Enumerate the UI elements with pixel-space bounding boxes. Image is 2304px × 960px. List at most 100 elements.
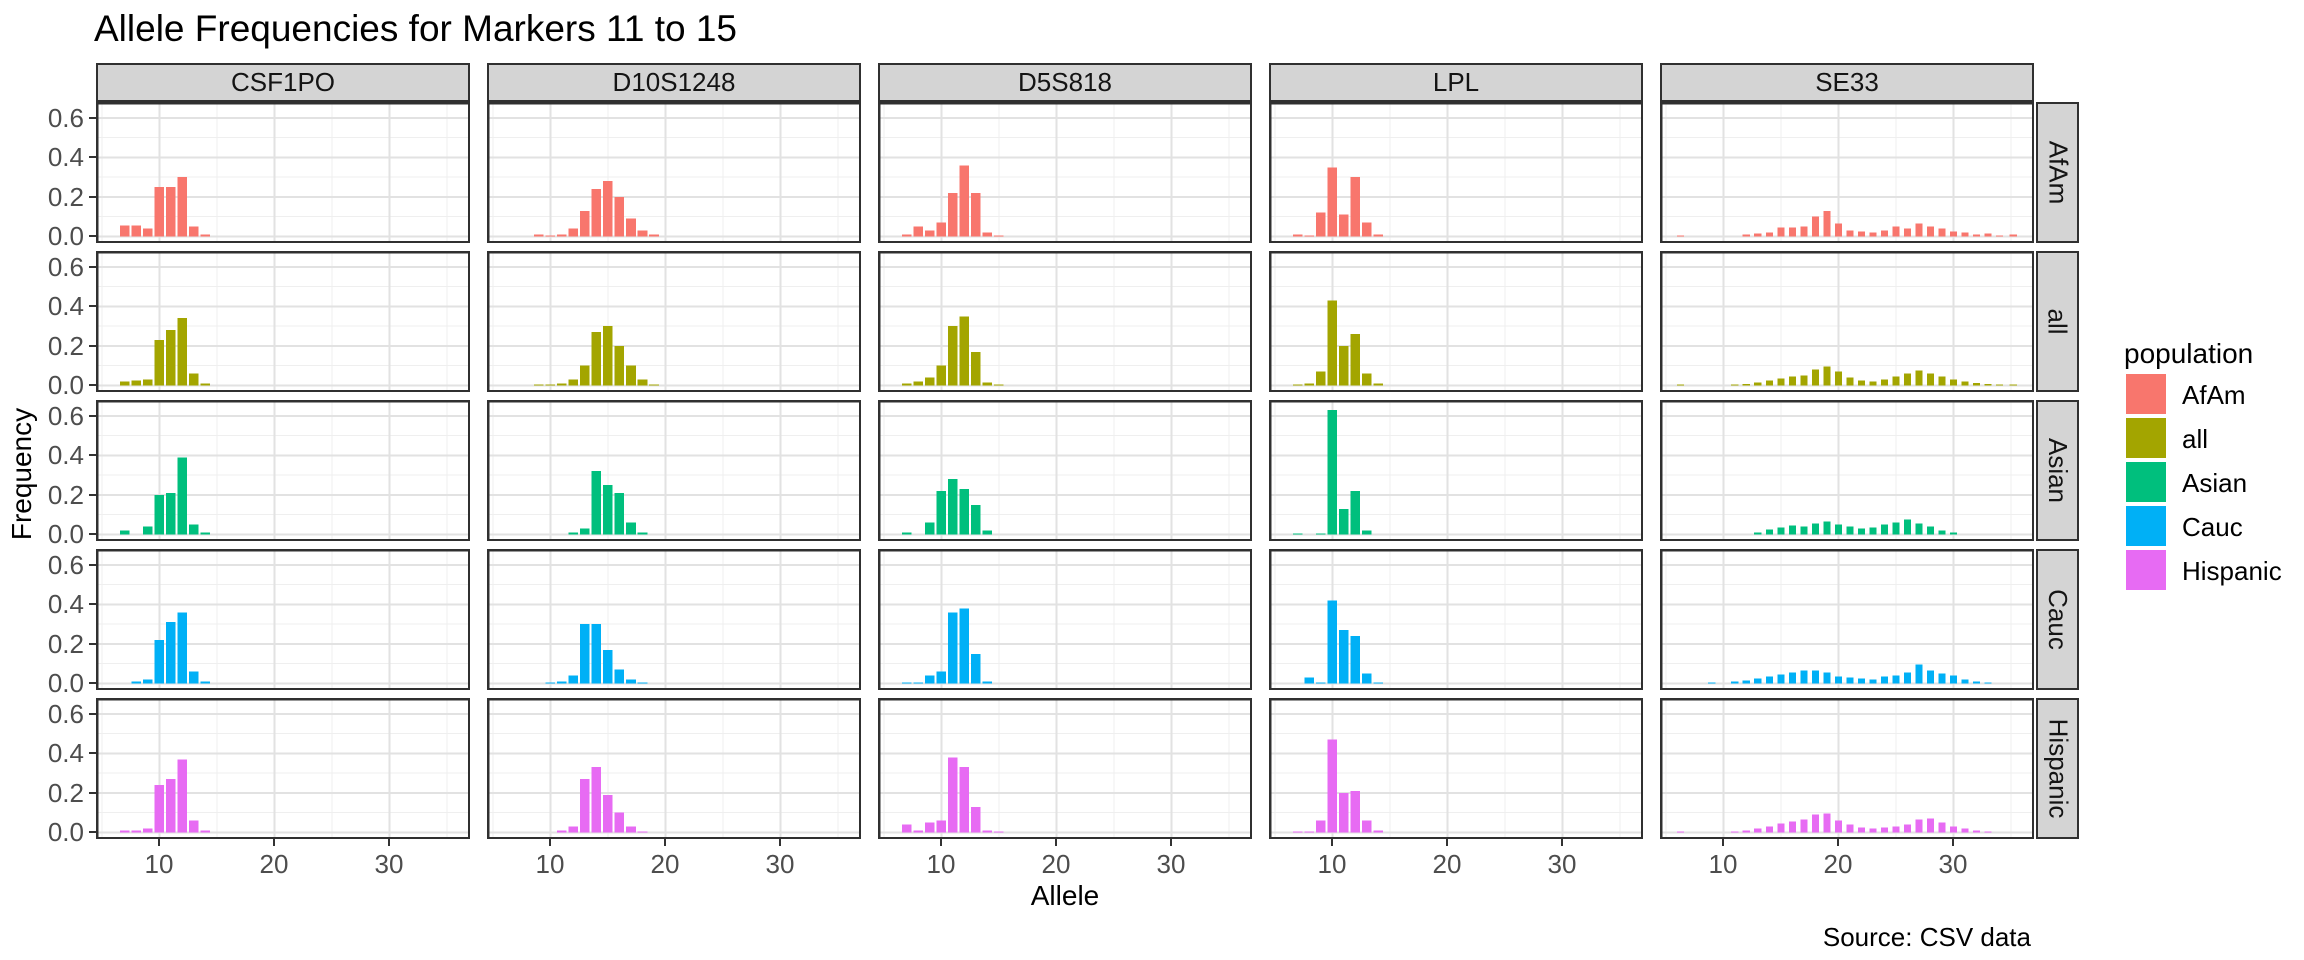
- frequency-bar: [1327, 300, 1338, 386]
- frequency-bar: [1915, 664, 1923, 684]
- frequency-bar: [1915, 223, 1923, 237]
- frequency-bar: [1338, 630, 1349, 684]
- frequency-bar: [913, 226, 924, 237]
- frequency-bar: [1880, 230, 1888, 237]
- frequency-bar: [1903, 519, 1911, 535]
- frequency-bar: [1350, 491, 1361, 535]
- frequency-bar: [545, 682, 556, 684]
- frequency-bar: [1788, 672, 1796, 684]
- frequency-bar: [614, 492, 625, 535]
- frequency-bar: [602, 794, 613, 833]
- frequency-bar: [1903, 228, 1911, 237]
- frequency-bar: [1857, 231, 1865, 237]
- frequency-bar: [1788, 227, 1796, 237]
- frequency-bar: [1949, 231, 1957, 237]
- frequency-bar: [591, 471, 602, 535]
- panel-border: [1269, 102, 1643, 243]
- frequency-bar: [142, 828, 153, 833]
- frequency-bar: [1949, 532, 1957, 535]
- frequency-bar: [1834, 223, 1842, 237]
- frequency-bar: [1938, 822, 1946, 833]
- frequency-bar: [1846, 377, 1854, 386]
- frequency-bar: [924, 522, 935, 535]
- frequency-bar: [1938, 530, 1946, 535]
- frequency-bar: [1304, 677, 1315, 684]
- panel-border: [1269, 698, 1643, 839]
- frequency-bar: [1742, 680, 1750, 684]
- panel-border: [96, 698, 470, 839]
- frequency-bar: [165, 622, 176, 684]
- frequency-bar: [154, 340, 165, 386]
- y-tick-label: 0.4: [47, 738, 84, 768]
- frequency-bar: [1903, 824, 1911, 833]
- frequency-bar: [1800, 819, 1808, 833]
- frequency-bar: [556, 234, 567, 237]
- frequency-bar: [1915, 819, 1923, 833]
- legend-label-hispanic: Hispanic: [2182, 556, 2282, 586]
- frequency-bar: [1350, 334, 1361, 386]
- frequency-bar: [637, 379, 648, 386]
- x-tick-mark: [1331, 839, 1333, 846]
- y-tick-label: 0.2: [47, 778, 84, 808]
- frequency-bar: [1892, 675, 1900, 684]
- panel-border: [878, 400, 1252, 541]
- frequency-bar: [901, 234, 912, 237]
- panel-border: [1660, 549, 2034, 690]
- frequency-bar: [1292, 234, 1303, 237]
- frequency-bar: [1754, 678, 1762, 684]
- y-tick-label: 0.0: [47, 370, 84, 400]
- frequency-bar: [637, 230, 648, 237]
- facet-panel-lpl-asian: [1269, 400, 1643, 541]
- frequency-bar: [936, 671, 947, 684]
- frequency-bar: [1800, 226, 1808, 237]
- y-tick-mark: [89, 533, 96, 535]
- frequency-bar: [1869, 828, 1877, 833]
- frequency-bar: [579, 528, 590, 535]
- frequency-bar: [1834, 524, 1842, 535]
- frequency-bar: [556, 681, 567, 684]
- frequency-bar: [1972, 830, 1980, 833]
- frequency-bar: [1361, 673, 1372, 684]
- x-tick-label: 30: [765, 849, 795, 879]
- x-tick-mark: [1837, 839, 1839, 846]
- frequency-bar: [901, 532, 912, 535]
- frequency-bar: [142, 228, 153, 237]
- panel-border: [96, 549, 470, 690]
- frequency-bar: [1926, 226, 1934, 237]
- frequency-bar: [936, 365, 947, 386]
- frequency-bar: [200, 681, 211, 684]
- frequency-bar: [579, 624, 590, 684]
- frequency-bar: [614, 669, 625, 684]
- frequency-bar: [913, 682, 924, 684]
- frequency-bar: [1984, 233, 1992, 237]
- frequency-bar: [533, 384, 544, 386]
- panel-border: [1269, 400, 1643, 541]
- frequency-bar: [1327, 167, 1338, 237]
- panel-border: [878, 102, 1252, 243]
- frequency-bar: [1327, 409, 1338, 535]
- frequency-bar: [1892, 226, 1900, 237]
- facet-row-strip-all: all: [2036, 251, 2079, 392]
- y-tick-label: 0.6: [47, 252, 84, 282]
- legend-key-asian: [2126, 462, 2166, 502]
- frequency-bar: [131, 225, 142, 237]
- panel-border: [487, 400, 861, 541]
- facet-column-strip-lpl: LPL: [1269, 63, 1643, 102]
- frequency-bar: [993, 831, 1004, 833]
- frequency-bar: [626, 365, 636, 386]
- facet-column-strip-d10s1248: D10S1248: [487, 63, 861, 102]
- frequency-bar: [1754, 233, 1762, 237]
- frequency-bar: [119, 830, 130, 833]
- frequency-bar: [1350, 177, 1361, 237]
- frequency-bar: [924, 377, 935, 386]
- frequency-bar: [1938, 376, 1946, 386]
- frequency-bar: [142, 679, 153, 684]
- frequency-bar: [901, 682, 912, 684]
- x-tick-label: 30: [374, 849, 404, 879]
- x-tick-mark: [1952, 839, 1954, 846]
- frequency-bar: [649, 234, 659, 237]
- frequency-bar: [591, 189, 602, 237]
- facet-panel-lpl-cauc: [1269, 549, 1643, 690]
- x-tick-mark: [1446, 839, 1448, 846]
- frequency-bar: [1373, 383, 1384, 386]
